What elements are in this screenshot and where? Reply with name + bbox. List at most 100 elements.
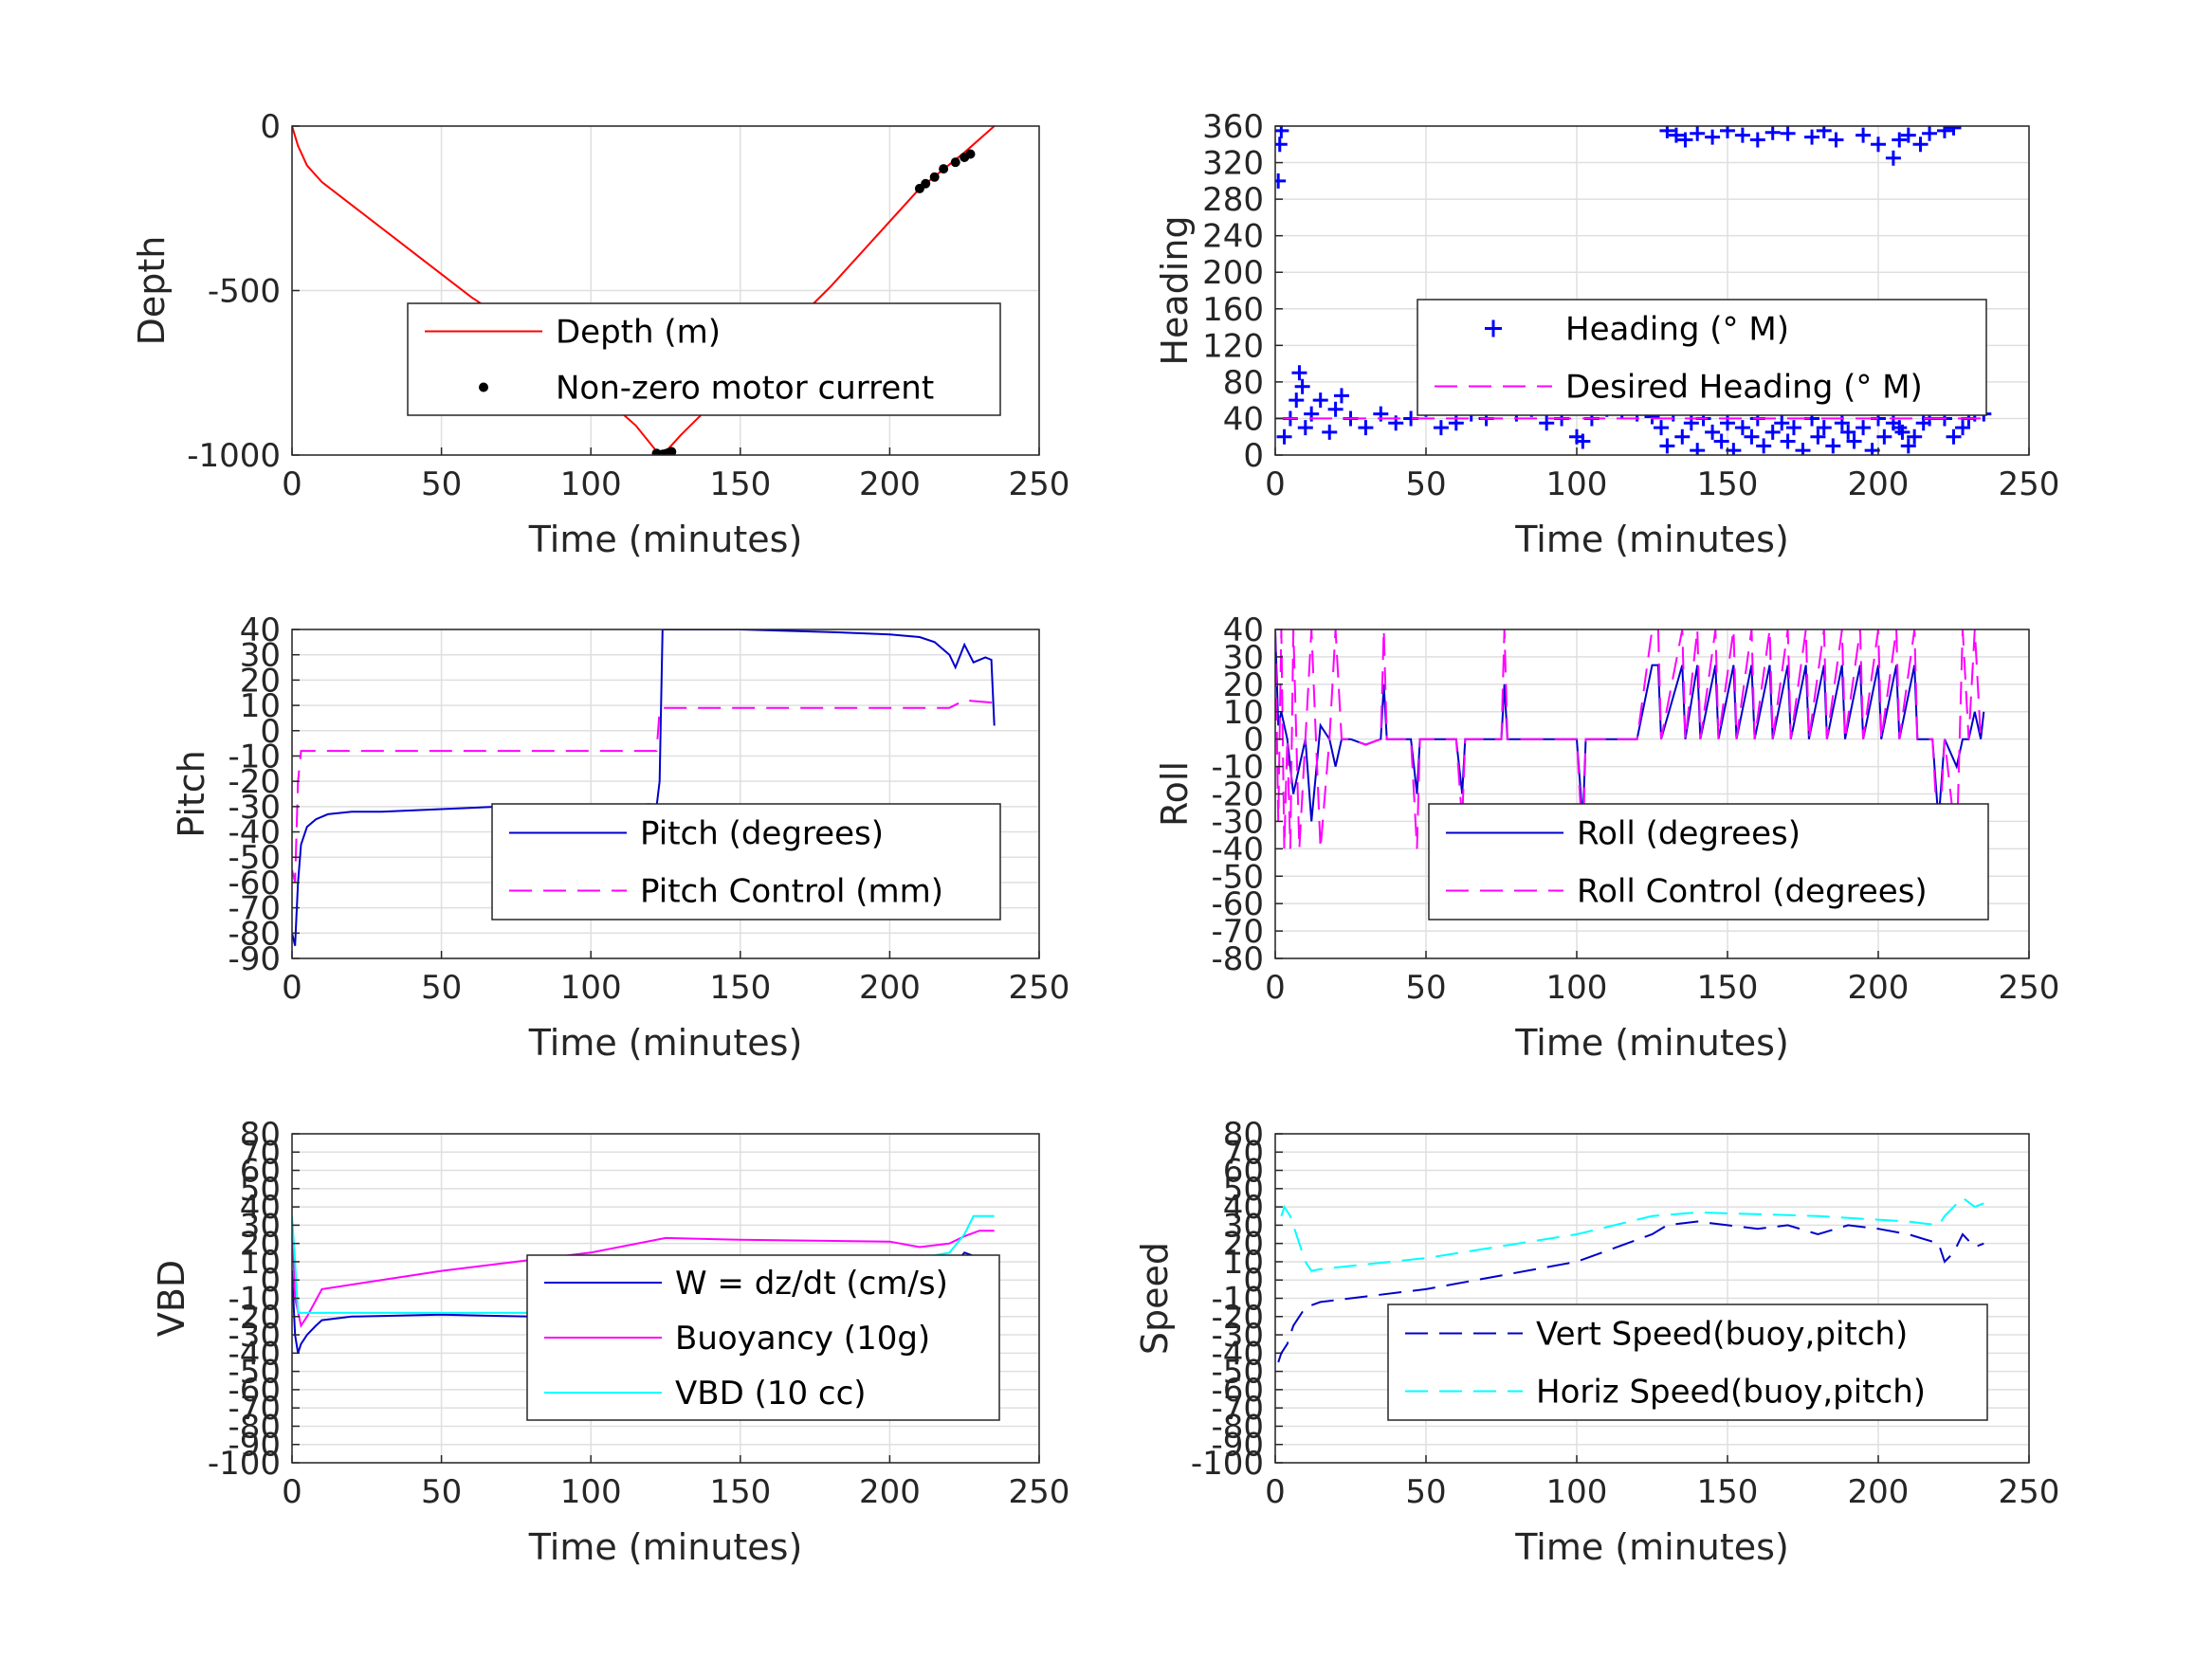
- x-tick-label: 50: [421, 1473, 462, 1511]
- x-tick-label: 200: [1848, 1473, 1910, 1511]
- data-point: [1922, 126, 1938, 141]
- y-tick-label: -10: [1211, 749, 1264, 787]
- data-point: [1575, 433, 1591, 449]
- data-point: [1690, 126, 1706, 141]
- y-tick-label: -90: [228, 1427, 281, 1465]
- y-tick-label: 80: [1223, 364, 1264, 402]
- y-tick-label: 40: [240, 611, 281, 649]
- y-tick-label: 70: [1223, 1134, 1264, 1172]
- depth-chart: 0 50 100 150 200 250 -1000 -500 0 Time (minutes) D…: [131, 108, 1069, 560]
- data-point: [1885, 150, 1901, 166]
- y-tick-label: -30: [228, 1317, 281, 1355]
- x-tick-label: 250: [1999, 969, 2060, 1007]
- pitch-axes-box: [291, 629, 1040, 959]
- data-point: [1825, 438, 1841, 454]
- pitch-series-1: [292, 699, 995, 884]
- x-tick-label: 0: [1265, 465, 1286, 503]
- y-tick-label: -20: [228, 763, 281, 801]
- x-tick-label: 100: [560, 1473, 622, 1511]
- data-point: [1846, 433, 1862, 449]
- data-point: [1433, 420, 1449, 436]
- series-line: [292, 699, 995, 884]
- y-tick-label: -10: [228, 1281, 281, 1319]
- legend-label: Pitch Control (mm): [640, 873, 943, 911]
- y-tick-label: -20: [228, 1299, 281, 1337]
- legend-box: [407, 302, 1001, 416]
- y-tick-label: 120: [1202, 327, 1264, 365]
- legend-label: Roll (degrees): [1577, 815, 1801, 853]
- x-tick-label: 50: [421, 969, 462, 1007]
- data-point: [1894, 424, 1910, 440]
- y-tick-label: -20: [1211, 776, 1264, 814]
- roll-legend: Roll (degrees) Roll Control (degrees): [1428, 803, 1989, 921]
- data-point: [1677, 132, 1693, 148]
- data-point: [1358, 420, 1374, 436]
- data-point: [965, 149, 976, 159]
- data-point: [1720, 126, 1735, 138]
- data-point: [1539, 415, 1555, 431]
- y-tick-label: -80: [1211, 940, 1264, 978]
- data-point: [1900, 438, 1916, 454]
- data-point: [1333, 388, 1349, 404]
- x-tick-label: 150: [709, 1473, 771, 1511]
- y-tick-label: -50: [1211, 858, 1264, 896]
- x-tick-label: 150: [709, 465, 771, 503]
- y-tick-label: 80: [1223, 1116, 1264, 1154]
- heading-chart: 0 50 100 150 200 2500408012016020024028032036…: [1154, 108, 2059, 560]
- series-line: [1277, 1220, 1984, 1363]
- depth-y-axis-label: Depth: [131, 236, 173, 346]
- data-point: [1764, 424, 1781, 440]
- y-tick-label: -40: [228, 814, 281, 852]
- y-tick-label: -100: [1191, 1445, 1264, 1483]
- data-point: [950, 157, 960, 168]
- data-point: [1871, 137, 1886, 153]
- y-tick-label: 70: [240, 1134, 281, 1172]
- x-tick-label: 200: [859, 1473, 921, 1511]
- roll-y-axis-label: Roll: [1154, 761, 1196, 827]
- data-point: [1892, 132, 1908, 148]
- pitch-chart: 0 50 100 150 200 250-90-80-70-60-50-40-30-20-…: [171, 611, 1069, 1064]
- y-tick-label: -50: [228, 1354, 281, 1392]
- vbd-y-axis-label: VBD: [151, 1260, 192, 1337]
- data-point: [1955, 420, 1971, 436]
- legend-box: [1387, 1304, 1988, 1421]
- depth-x-axis-label: Time (minutes): [528, 519, 803, 560]
- x-tick-label: 250: [1009, 1473, 1070, 1511]
- data-point: [1734, 420, 1750, 436]
- x-tick-label: 200: [1848, 465, 1910, 503]
- legend-label: VBD (10 cc): [675, 1375, 867, 1413]
- y-tick-label: -50: [1211, 1354, 1264, 1392]
- y-tick-label: -500: [208, 273, 281, 311]
- data-point: [667, 447, 677, 455]
- data-point: [1856, 127, 1872, 143]
- data-point: [921, 178, 931, 189]
- y-tick-label: 10: [1223, 1244, 1264, 1282]
- speed-y-axis-label: Speed: [1134, 1242, 1176, 1355]
- x-tick-label: 0: [1265, 1473, 1286, 1511]
- legend-label: Roll Control (degrees): [1577, 873, 1928, 911]
- x-tick-label: 0: [282, 1473, 302, 1511]
- data-point: [1705, 424, 1721, 440]
- pitch-x-axis-label: Time (minutes): [528, 1022, 803, 1064]
- y-tick-label: -60: [228, 865, 281, 902]
- y-tick-label: 30: [240, 637, 281, 675]
- legend-marker: [479, 382, 488, 392]
- y-tick-label: -40: [228, 1335, 281, 1373]
- y-tick-label: 280: [1202, 181, 1264, 219]
- x-tick-label: 50: [421, 465, 462, 503]
- data-point: [1804, 129, 1820, 145]
- y-tick-label: 0: [1243, 437, 1264, 475]
- y-tick-label: 10: [240, 1244, 281, 1282]
- data-point: [1275, 173, 1287, 189]
- legend-label: Horiz Speed(buoy,pitch): [1536, 1374, 1926, 1412]
- legend-box: [1417, 299, 1987, 416]
- y-tick-label: -70: [1211, 1390, 1264, 1428]
- pitch-series-0: [292, 629, 996, 946]
- pitch-y-axis-label: Pitch: [171, 750, 212, 838]
- pitch-legend: Pitch (degrees) Pitch Control (mm): [491, 803, 1001, 921]
- data-point: [1764, 126, 1781, 140]
- data-point: [1690, 443, 1706, 455]
- heading-axes-box: [1274, 125, 2030, 456]
- x-tick-label: 100: [1546, 465, 1608, 503]
- y-tick-label: -70: [228, 890, 281, 928]
